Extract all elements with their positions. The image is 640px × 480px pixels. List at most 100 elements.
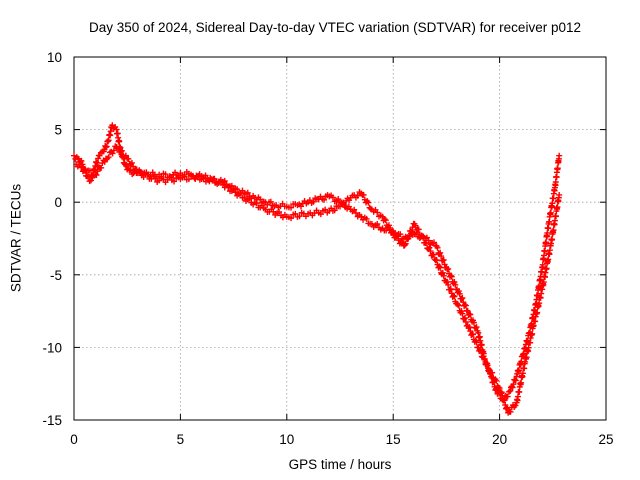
data-point [98, 164, 105, 171]
data-point [423, 240, 430, 247]
data-point [102, 144, 109, 151]
data-point [554, 165, 561, 172]
data-point [122, 152, 129, 159]
data-point [144, 171, 151, 178]
data-point [402, 240, 409, 247]
data-point [292, 210, 299, 217]
data-point [555, 194, 562, 201]
data-point [458, 295, 465, 302]
data-point [543, 239, 550, 246]
data-point [335, 196, 342, 203]
data-point [367, 220, 374, 227]
data-point [341, 201, 348, 208]
data-point [130, 163, 137, 170]
data-point [485, 366, 492, 373]
data-point [110, 147, 117, 154]
data-point [377, 226, 384, 233]
data-point [351, 206, 358, 213]
data-point [545, 225, 552, 232]
data-point [360, 191, 367, 198]
data-point [477, 348, 484, 355]
data-point [116, 138, 123, 145]
data-point [459, 310, 466, 317]
data-point [462, 302, 469, 309]
data-point [210, 175, 217, 182]
data-point [493, 377, 500, 384]
data-point [450, 292, 457, 299]
data-point [250, 192, 257, 199]
data-point [374, 209, 381, 216]
data-point [439, 269, 446, 276]
data-point [324, 209, 331, 216]
y-tick-label: -5 [50, 268, 62, 283]
data-point [105, 154, 112, 161]
data-point [470, 331, 476, 338]
data-point [489, 369, 496, 376]
data-point [394, 233, 401, 240]
data-point [543, 265, 550, 272]
data-point [462, 319, 469, 326]
data-point [93, 171, 100, 178]
data-point [260, 198, 267, 205]
data-point [530, 323, 537, 330]
data-point [452, 281, 459, 288]
data-point [470, 319, 477, 326]
data-point [331, 207, 338, 214]
data-point [313, 196, 320, 203]
data-point [86, 167, 93, 174]
data-point [419, 234, 426, 241]
data-point [473, 339, 480, 346]
data-point [128, 159, 135, 166]
data-point [444, 278, 451, 285]
data-point [437, 264, 444, 271]
data-point [244, 189, 251, 196]
axis-ticks: 0 5 10 15 20 25 -15 -10 -5 0 5 10 [42, 50, 613, 447]
data-point [354, 192, 361, 199]
data-point [507, 408, 514, 415]
data-point [78, 157, 85, 164]
data-point [515, 367, 522, 374]
data-point [101, 158, 108, 165]
data-point [539, 261, 546, 268]
data-point [377, 212, 384, 219]
data-point [310, 198, 317, 205]
y-tick-label: 10 [47, 50, 62, 65]
data-point [79, 168, 86, 175]
data-point [246, 195, 253, 202]
data-point [105, 137, 112, 144]
data-point [329, 194, 336, 201]
data-point [381, 216, 388, 223]
data-point [73, 154, 80, 161]
x-tick-label: 15 [386, 432, 401, 447]
data-point [202, 172, 209, 179]
data-point [433, 256, 440, 263]
data-point [467, 328, 474, 335]
data-point [345, 203, 352, 210]
data-point [415, 226, 422, 233]
data-point [86, 178, 93, 185]
data-point [525, 344, 532, 351]
data-point [154, 178, 161, 185]
data-point [440, 256, 447, 263]
data-point [356, 212, 363, 219]
plot-border [73, 56, 607, 421]
data-point [448, 273, 455, 280]
data-point [523, 354, 530, 361]
y-tick-label: -10 [42, 340, 62, 355]
chart-title: Day 350 of 2024, Sidereal Day-to-day VTE… [89, 20, 581, 35]
data-point [78, 164, 85, 171]
data-point [365, 199, 372, 206]
data-point [230, 186, 237, 193]
data-point [430, 239, 437, 246]
data-point [503, 404, 510, 411]
data-point [427, 248, 434, 255]
data-point [356, 189, 363, 196]
y-tick-label: -15 [42, 413, 62, 428]
data-point [445, 265, 452, 272]
x-tick-label: 0 [70, 432, 78, 447]
data-point [547, 209, 554, 216]
y-axis-label: SDTVAR / TECUs [8, 183, 24, 293]
data-point [481, 356, 488, 363]
data-point [555, 155, 562, 162]
